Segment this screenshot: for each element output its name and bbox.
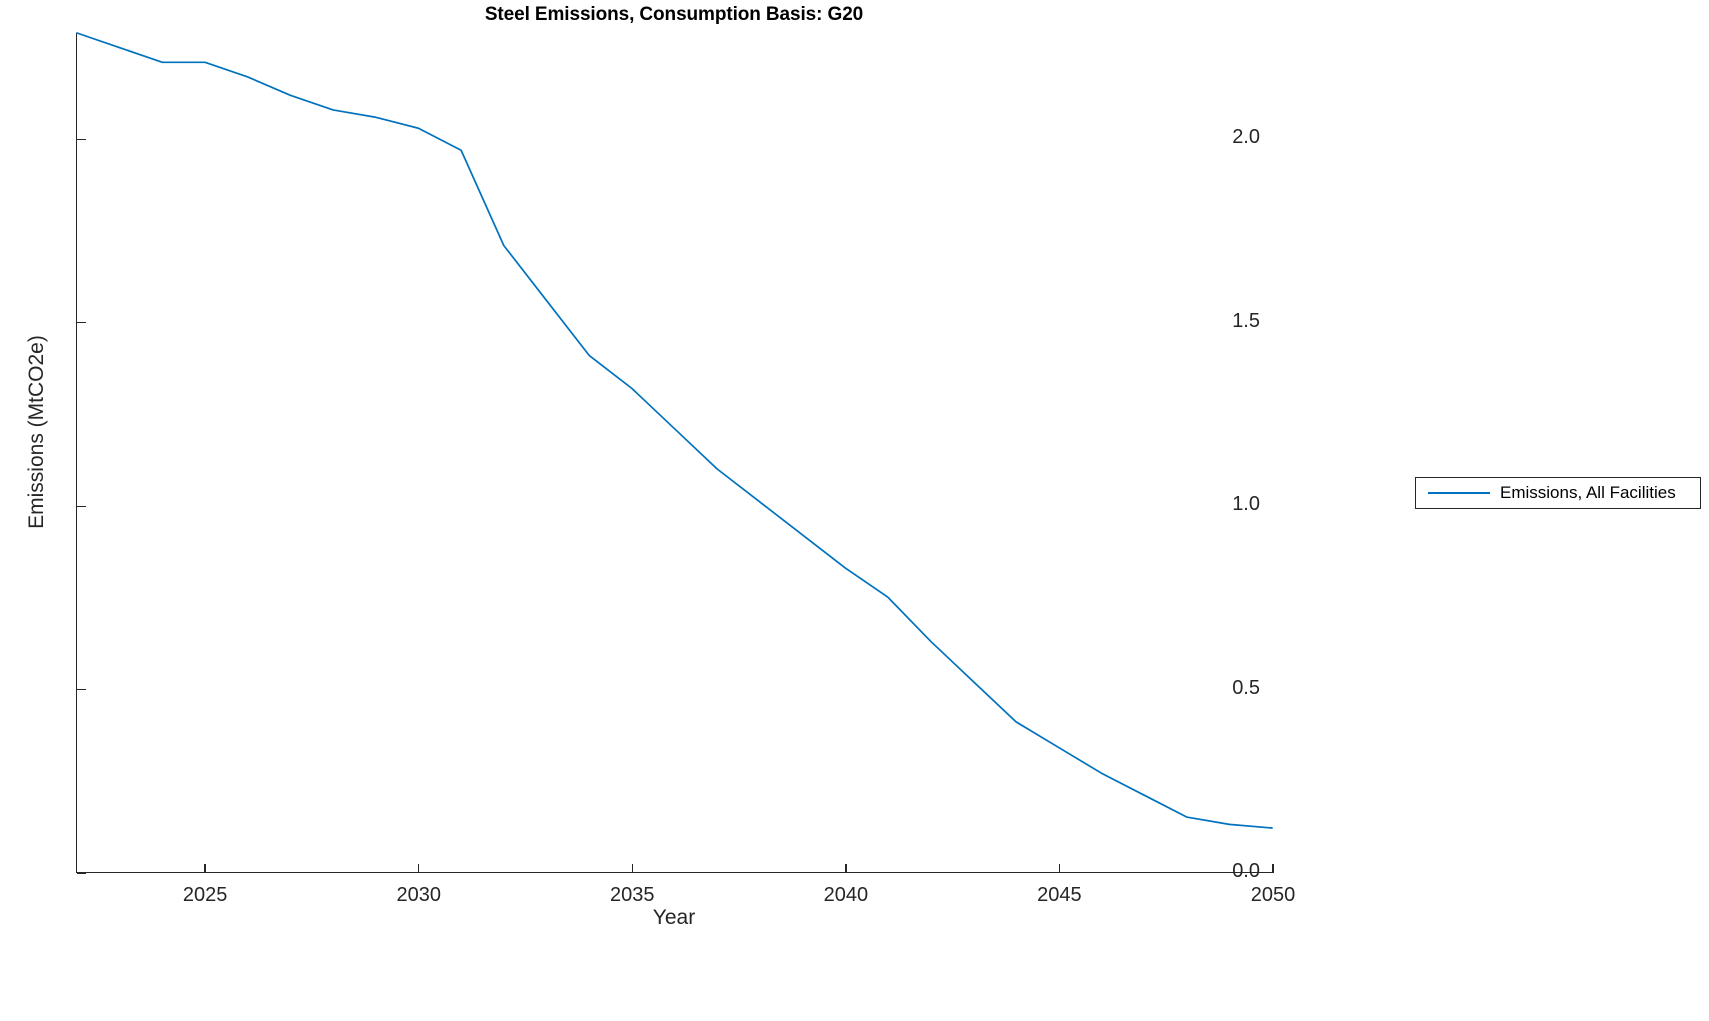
x-tick-mark: [1058, 864, 1061, 873]
y-tick-mark: [77, 872, 86, 874]
x-tick-mark: [845, 864, 847, 873]
legend-box[interactable]: Emissions, All Facilities: [1415, 477, 1701, 509]
x-tick-mark: [631, 864, 633, 873]
x-tick-label: 2045: [1037, 884, 1082, 906]
y-tick-label: 1.0: [1232, 493, 1260, 516]
y-tick-label: 2.0: [1232, 126, 1260, 149]
line-series-layer: [76, 32, 1273, 829]
y-tick-mark: [77, 688, 86, 691]
line-series-emissions-all-facilities: [76, 32, 1273, 829]
x-tick-label: 2030: [396, 884, 441, 906]
y-tick-mark: [77, 322, 86, 324]
y-tick-label: 0.5: [1232, 676, 1260, 699]
y-tick-label: 1.5: [1232, 309, 1260, 332]
legend-line-sample: [1428, 492, 1490, 494]
y-tick-mark: [77, 138, 86, 141]
y-tick-mark: [77, 505, 86, 507]
x-tick-label: 2025: [182, 884, 228, 906]
y-tick-label: 0.0: [1232, 860, 1260, 882]
plot-axes: 0.0 0.5 1.0 1.5 2.0 2025 2030 2035 2040 2045 2050: [76, 32, 1295, 906]
x-tick-label: 2040: [823, 884, 869, 906]
x-axis-label: Year: [652, 906, 696, 929]
x-tick-label: 2050: [1250, 884, 1296, 906]
x-tick-label: 2035: [610, 884, 655, 906]
page-title: Steel Emissions, Consumption Basis: G20: [484, 4, 864, 25]
legend-item-label: Emissions, All Facilities: [1500, 483, 1676, 502]
y-axis-label: Emissions (MtCO2e): [25, 335, 48, 529]
x-tick-mark: [1272, 864, 1274, 873]
x-tick-mark: [418, 864, 420, 873]
x-tick-mark: [204, 864, 206, 873]
